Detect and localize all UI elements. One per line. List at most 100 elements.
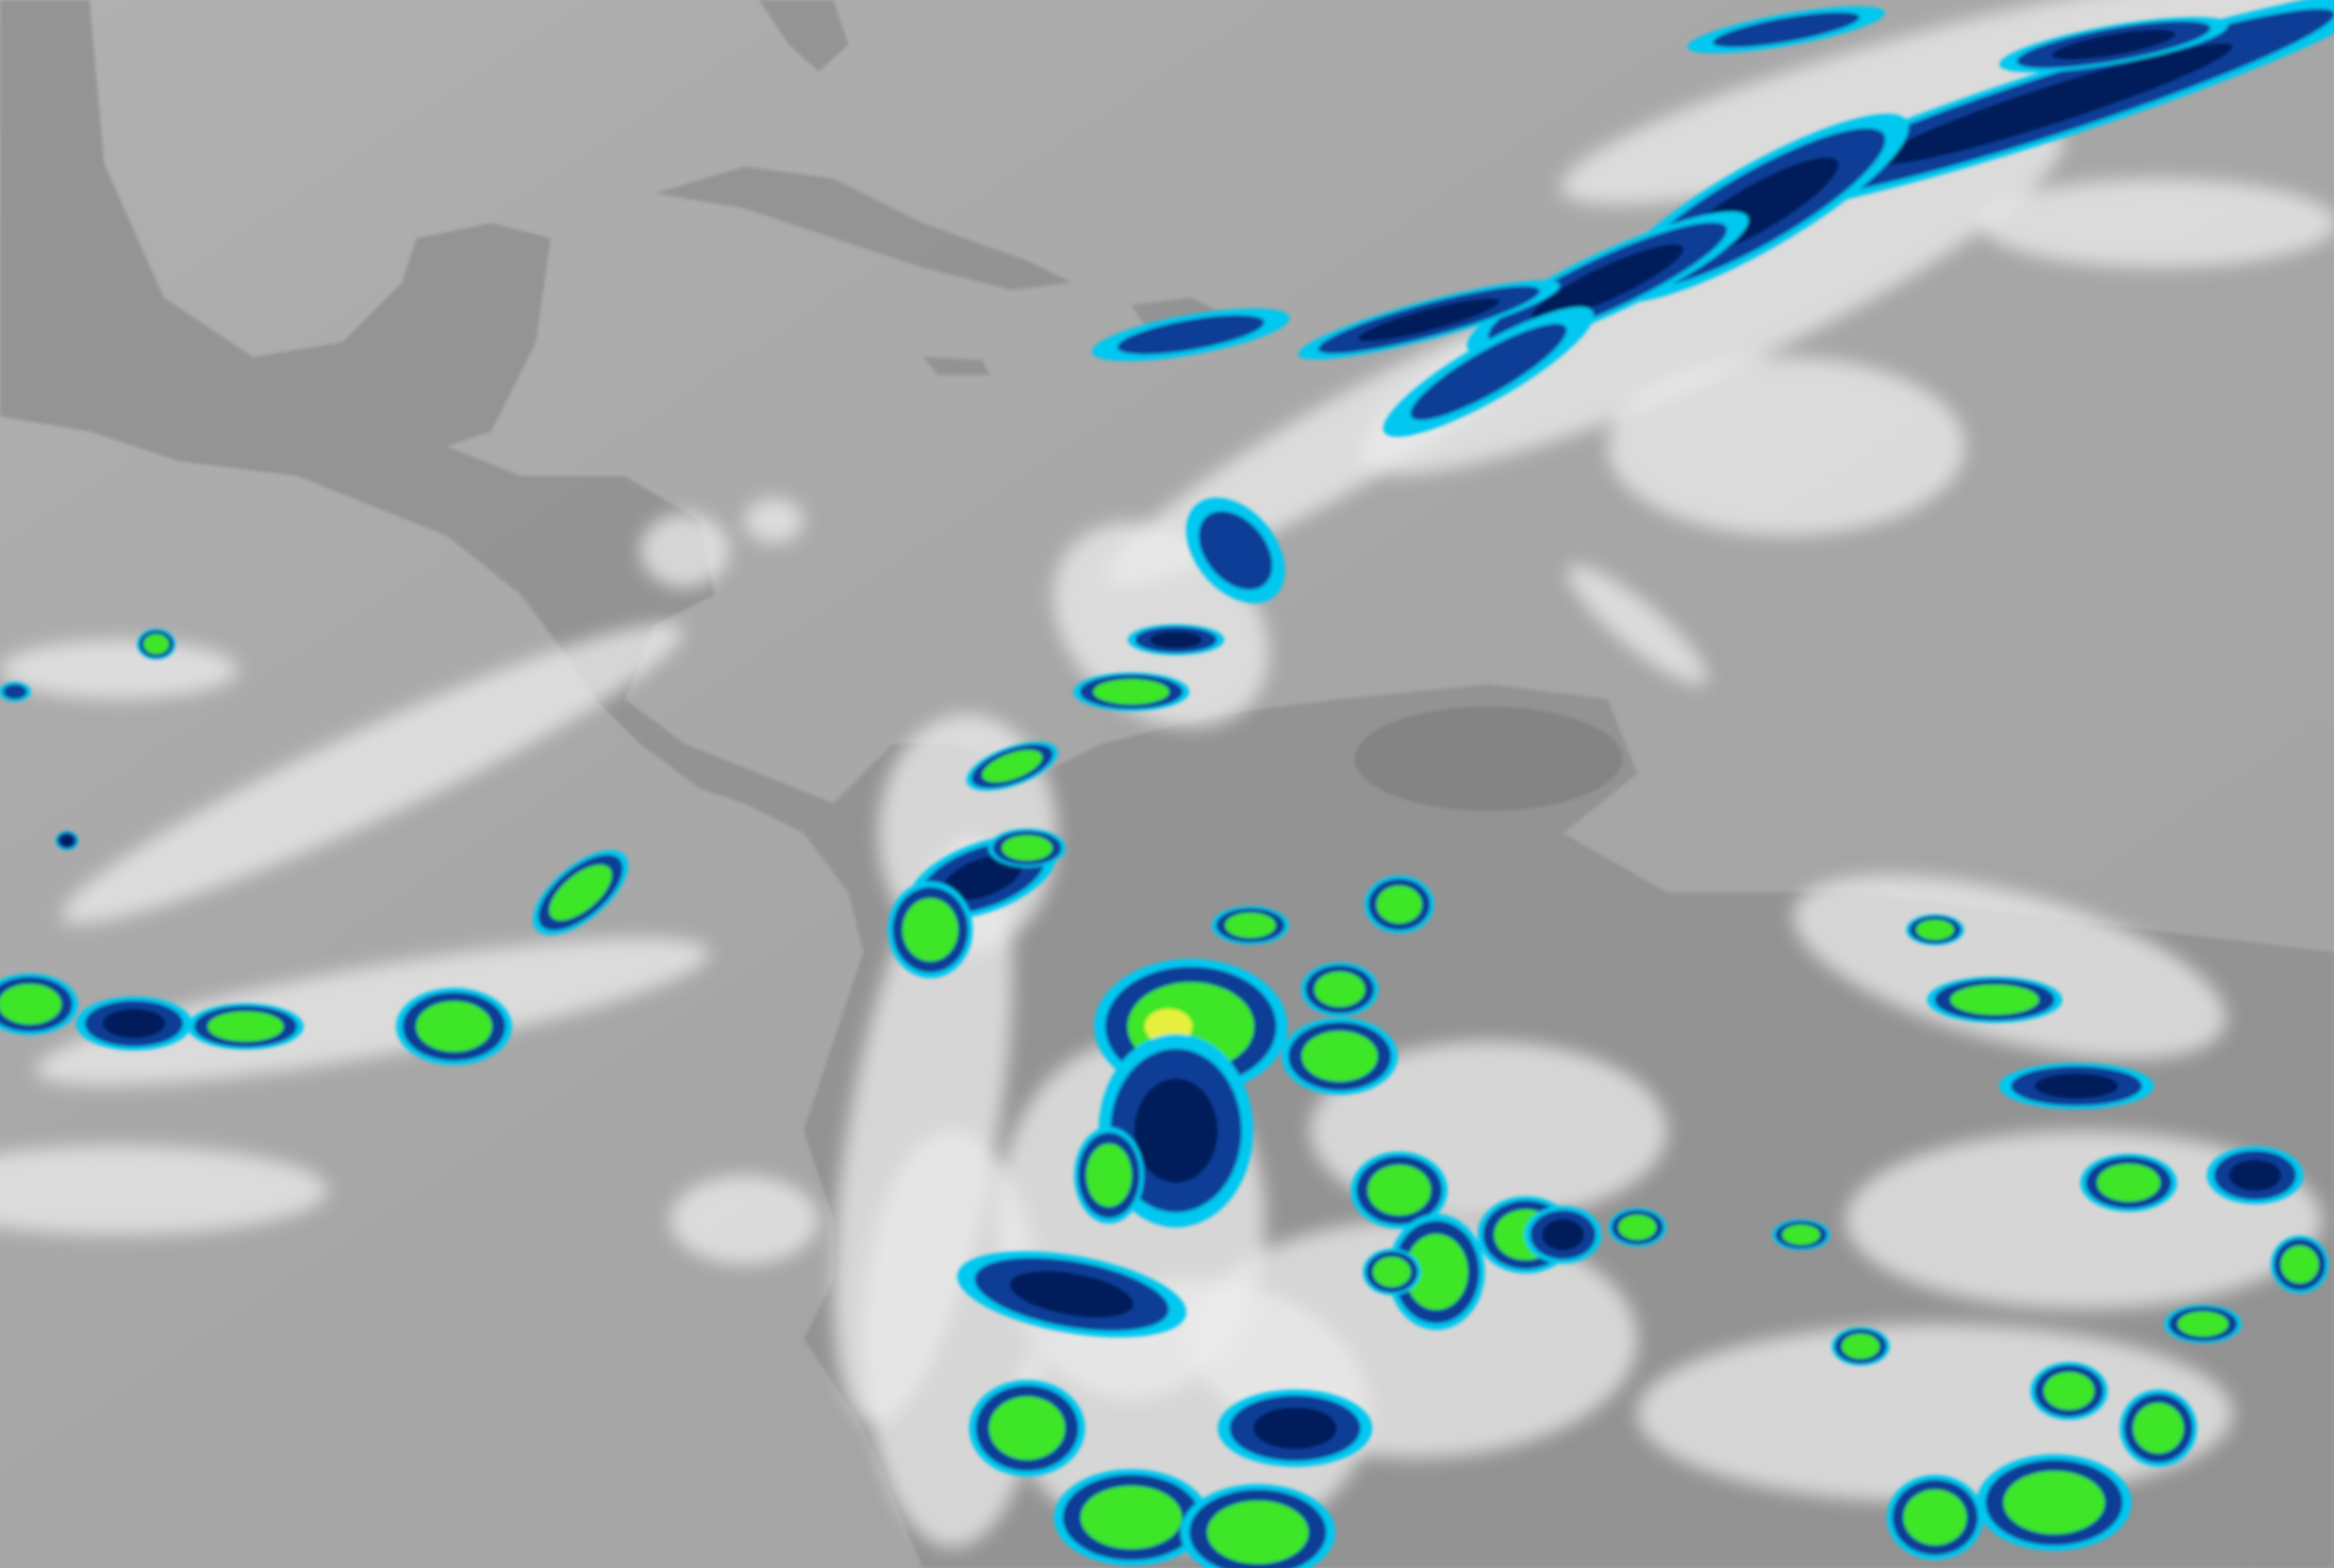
cold-top-layer <box>102 1009 166 1038</box>
cold-top-cluster <box>395 987 512 1065</box>
cold-top-cluster <box>1074 1127 1144 1224</box>
cold-top-layer <box>2177 1311 2228 1337</box>
cold-top-cluster <box>1927 976 2062 1023</box>
cold-top-layer <box>1207 1500 1309 1564</box>
cold-top-cluster <box>2270 1235 2329 1294</box>
cold-top-layer <box>902 898 959 962</box>
cold-top-layer <box>2132 1402 2184 1454</box>
cloud-patch <box>0 639 239 700</box>
cold-top-cluster <box>1282 1017 1399 1096</box>
cold-top-layer <box>207 1011 284 1042</box>
cloud-patch <box>1979 178 2334 268</box>
cold-top-layer <box>1314 971 1366 1008</box>
landmass-jamaica <box>922 356 990 375</box>
cloud-patch <box>1359 121 2064 475</box>
cold-top-layer <box>1001 834 1052 861</box>
cold-top-layer <box>416 1000 492 1052</box>
cold-top-layer <box>1903 1489 1967 1545</box>
cold-top-cluster <box>1127 624 1225 655</box>
cold-top-cluster <box>1185 497 1285 603</box>
cloud-patch <box>34 937 710 1086</box>
cold-top-cluster <box>187 1003 305 1050</box>
cold-top-cluster <box>1298 280 1561 360</box>
cold-top-layer <box>1253 1407 1337 1449</box>
cold-top-cluster <box>1524 1205 1602 1264</box>
cold-top-cluster <box>1073 672 1190 712</box>
cold-top-layer <box>2034 1073 2119 1099</box>
cold-top-layer <box>1876 43 2233 165</box>
cold-top-cluster <box>2164 1304 2243 1344</box>
cold-top-cluster <box>1831 1327 1890 1366</box>
cold-top-cluster <box>1363 1248 1421 1296</box>
cold-top-cluster <box>1772 1219 1830 1250</box>
cold-top-cluster <box>957 1250 1186 1338</box>
cloud-patch <box>744 498 804 543</box>
cold-top-layer <box>60 834 74 846</box>
cold-top-cluster <box>1608 1208 1667 1247</box>
landmass-florida <box>759 0 849 72</box>
cold-top-cluster <box>1906 914 1964 946</box>
cold-top-layer <box>1372 1256 1411 1288</box>
cold-top-cluster <box>1999 16 2228 73</box>
cold-top-cluster <box>988 828 1067 867</box>
cold-top-layer <box>0 983 62 1025</box>
cold-top-cluster <box>1091 308 1290 361</box>
cold-top-layer <box>1134 1078 1218 1183</box>
cold-top-layer <box>1199 511 1272 590</box>
cold-top-layer <box>3 684 27 700</box>
cold-top-layer <box>1410 323 1567 421</box>
cold-top-cluster <box>1382 306 1595 437</box>
cold-top-cluster <box>968 1379 1085 1477</box>
cloud-patch <box>1607 356 1965 536</box>
cold-top-layer <box>2280 1246 2319 1284</box>
cold-top-cluster <box>2119 1389 2197 1467</box>
cold-top-cluster <box>55 831 79 850</box>
cloud-patch <box>670 1175 819 1265</box>
cloud-patch <box>60 623 684 924</box>
cold-top-layer <box>1542 1219 1584 1251</box>
cold-top-layer <box>982 750 1043 783</box>
cold-top-layer <box>2003 1471 2105 1535</box>
cold-top-cluster <box>1300 962 1379 1016</box>
cold-top-layer <box>1150 631 1202 649</box>
cold-top-layer <box>1010 1271 1134 1318</box>
cold-top-cluster <box>137 628 176 660</box>
cold-top-cluster <box>2029 1362 2109 1421</box>
cold-top-layer <box>1117 315 1265 355</box>
cold-top-layer <box>1531 244 1684 322</box>
cloud-patch <box>1846 1131 2323 1310</box>
cold-top-cluster <box>1977 1454 2132 1551</box>
cold-top-cluster <box>1350 1151 1448 1230</box>
cold-top-cluster <box>1211 905 1289 945</box>
cold-top-layer <box>549 865 612 921</box>
cold-top-cluster <box>0 973 78 1035</box>
cold-top-cluster <box>1217 1389 1373 1467</box>
cold-top-layer <box>1085 1143 1133 1207</box>
cold-top-layer <box>1376 885 1422 924</box>
cold-top-cluster <box>1886 1475 1984 1560</box>
cold-top-cluster <box>1687 6 1886 54</box>
cold-top-layer <box>988 1396 1066 1461</box>
cold-top-layer <box>143 634 170 654</box>
cold-top-cluster <box>1053 1469 1209 1566</box>
cold-top-layer <box>1404 1233 1468 1311</box>
landmass-cuba <box>654 166 1072 290</box>
landmass-dark-plateau <box>1354 706 1623 811</box>
cloud-patch <box>0 1145 328 1235</box>
cloud-patch <box>1793 874 2226 1060</box>
cold-top-layer <box>1301 1031 1378 1082</box>
cold-top-cluster <box>1364 875 1434 934</box>
cold-top-layer <box>1618 1214 1657 1241</box>
cold-top-cluster <box>1998 1063 2155 1110</box>
cold-top-layer <box>942 854 1022 900</box>
cold-top-cluster <box>966 741 1059 791</box>
cold-top-layer <box>1781 1224 1821 1246</box>
cold-top-layer <box>1225 912 1276 938</box>
cold-top-cluster <box>1387 1213 1485 1330</box>
cloud-patch <box>639 513 730 588</box>
cold-top-layer <box>1358 298 1500 341</box>
